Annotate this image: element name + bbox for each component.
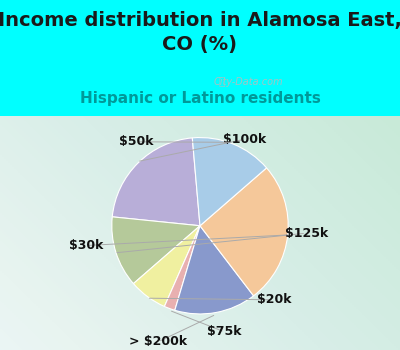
Text: $75k: $75k xyxy=(208,326,242,338)
Text: Income distribution in Alamosa East,
CO (%): Income distribution in Alamosa East, CO … xyxy=(0,11,400,54)
Wedge shape xyxy=(164,226,200,310)
Text: > $200k: > $200k xyxy=(129,335,187,348)
Text: $100k: $100k xyxy=(223,133,266,146)
Text: $125k: $125k xyxy=(284,227,328,240)
Wedge shape xyxy=(134,226,200,307)
Wedge shape xyxy=(112,138,200,226)
Text: ⦿: ⦿ xyxy=(219,77,225,88)
Text: $30k: $30k xyxy=(69,239,104,252)
Wedge shape xyxy=(200,168,288,296)
Text: City-Data.com: City-Data.com xyxy=(214,77,283,88)
Wedge shape xyxy=(175,226,254,314)
Text: Hispanic or Latino residents: Hispanic or Latino residents xyxy=(80,91,320,106)
Text: $50k: $50k xyxy=(118,135,153,148)
Text: $20k: $20k xyxy=(257,293,291,306)
Wedge shape xyxy=(112,217,200,284)
Wedge shape xyxy=(192,138,266,226)
